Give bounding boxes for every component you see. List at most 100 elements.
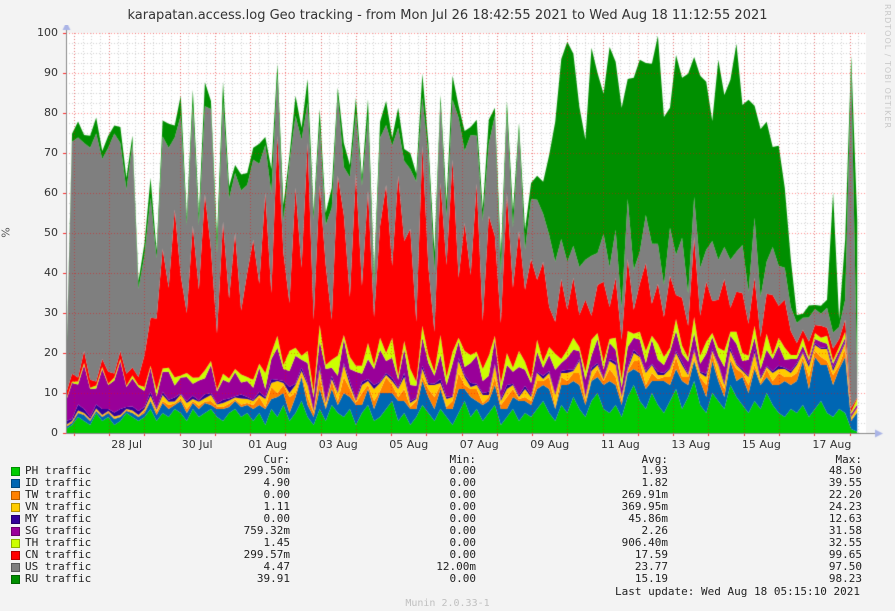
- legend-value-min: 0.00: [449, 500, 477, 513]
- legend-value-max: 39.55: [828, 476, 862, 489]
- legend-series-label: PH traffic: [25, 464, 92, 477]
- y-tick-label: 70: [44, 146, 58, 159]
- legend-value-avg: 369.95m: [621, 500, 668, 513]
- legend-series-label: SG traffic: [25, 524, 92, 537]
- legend-value-max: 48.50: [828, 464, 862, 477]
- legend-value-max: 99.65: [828, 548, 862, 561]
- legend-value-cur: 0.00: [263, 512, 291, 525]
- y-tick-label: 0: [51, 426, 58, 439]
- legend-value-min: 0.00: [449, 476, 477, 489]
- legend-value-cur: 4.90: [263, 476, 291, 489]
- series-color-swatch: [11, 551, 20, 560]
- legend-value-max: 97.50: [828, 560, 862, 573]
- legend-value-cur: 4.47: [263, 560, 291, 573]
- x-tick-label: 09 Aug: [530, 438, 570, 451]
- legend-value-min: 0.00: [449, 512, 477, 525]
- legend-value-avg: 906.40m: [621, 536, 668, 549]
- y-tick-label: 40: [44, 266, 58, 279]
- series-color-swatch: [11, 491, 20, 500]
- legend-column-header: Avg:: [641, 453, 669, 466]
- x-tick-label: 15 Aug: [741, 438, 781, 451]
- x-tick-label: 07 Aug: [459, 438, 499, 451]
- series-color-swatch: [11, 503, 20, 512]
- legend-series-label: ID traffic: [25, 476, 92, 489]
- legend-value-cur: 299.50m: [243, 464, 290, 477]
- x-tick-label: 11 Aug: [600, 438, 640, 451]
- legend-value-avg: 17.59: [634, 548, 668, 561]
- x-tick-label: 13 Aug: [671, 438, 711, 451]
- x-tick-label: 30 Jul: [181, 438, 213, 451]
- legend-column-header: Max:: [835, 453, 863, 466]
- legend-series-label: TH traffic: [25, 536, 92, 549]
- legend-series-label: MY traffic: [25, 512, 92, 525]
- legend-value-min: 0.00: [449, 488, 477, 501]
- y-tick-label: 30: [44, 306, 58, 319]
- series-color-swatch: [11, 575, 20, 584]
- legend-row: MY traffic 0.00 0.00 45.86m 12.63: [0, 513, 895, 525]
- legend-series-label: US traffic: [25, 560, 92, 573]
- y-tick-label: 10: [44, 386, 58, 399]
- legend-column-header: Cur:: [263, 453, 291, 466]
- legend-value-avg: 45.86m: [628, 512, 668, 525]
- series-color-swatch: [11, 479, 20, 488]
- munin-version: Munin 2.0.33-1: [405, 598, 490, 609]
- legend-series-label: VN traffic: [25, 500, 92, 513]
- x-tick-label: 03 Aug: [318, 438, 358, 451]
- legend-series-label: TW traffic: [25, 488, 92, 501]
- series-color-swatch: [11, 539, 20, 548]
- series-color-swatch: [11, 563, 20, 572]
- legend-row: SG traffic 759.32m 0.00 2.26 31.58: [0, 525, 895, 537]
- y-tick-label: 90: [44, 66, 58, 79]
- legend-value-cur: 299.57m: [243, 548, 290, 561]
- legend-value-cur: 1.11: [263, 500, 291, 513]
- legend-row: RU traffic 39.91 0.00 15.19 98.23: [0, 573, 895, 585]
- legend-row: TW traffic 0.00 0.00 269.91m 22.20: [0, 489, 895, 501]
- y-tick-label: 60: [44, 186, 58, 199]
- legend-value-avg: 1.93: [641, 464, 669, 477]
- y-axis-label: %: [0, 227, 13, 238]
- legend-series-label: CN traffic: [25, 548, 92, 561]
- legend-value-cur: 0.00: [263, 488, 291, 501]
- legend-value-avg: 269.91m: [621, 488, 668, 501]
- y-tick-label: 50: [44, 226, 58, 239]
- legend-value-max: 24.23: [828, 500, 862, 513]
- x-tick-label: 01 Aug: [248, 438, 288, 451]
- legend-row: ID traffic 4.90 0.00 1.82 39.55: [0, 477, 895, 489]
- legend-value-min: 12.00m: [436, 560, 476, 573]
- y-tick-label: 20: [44, 346, 58, 359]
- x-tick-label: 28 Jul: [111, 438, 143, 451]
- series-color-swatch: [11, 467, 20, 476]
- legend-value-min: 0.00: [449, 464, 477, 477]
- last-update: Last update: Wed Aug 18 05:15:10 2021: [614, 585, 860, 598]
- legend-row: CN traffic 299.57m 0.00 17.59 99.65: [0, 549, 895, 561]
- legend-value-cur: 1.45: [263, 536, 291, 549]
- legend-row: PH traffic 299.50m 0.00 1.93 48.50: [0, 465, 895, 477]
- legend-value-max: 31.58: [828, 524, 862, 537]
- legend-value-avg: 1.82: [641, 476, 669, 489]
- legend-value-min: 0.00: [449, 548, 477, 561]
- legend-header-row: Cur: Min: Avg: Max:: [0, 454, 895, 466]
- legend-value-avg: 23.77: [634, 560, 668, 573]
- legend-row: VN traffic 1.11 0.00 369.95m 24.23: [0, 501, 895, 513]
- legend-value-avg: 15.19: [634, 572, 668, 585]
- legend-row: US traffic 4.47 12.00m 23.77 97.50: [0, 561, 895, 573]
- y-tick-label: 80: [44, 106, 58, 119]
- x-tick-label: 17 Aug: [812, 438, 852, 451]
- legend-value-min: 0.00: [449, 524, 477, 537]
- legend-value-min: 0.00: [449, 536, 477, 549]
- series-color-swatch: [11, 527, 20, 536]
- legend-value-cur: 759.32m: [243, 524, 290, 537]
- legend-value-max: 12.63: [828, 512, 862, 525]
- legend-column-header: Min:: [449, 453, 477, 466]
- legend-value-cur: 39.91: [256, 572, 290, 585]
- legend-series-label: RU traffic: [25, 572, 92, 585]
- chart-canvas: [58, 25, 884, 441]
- x-tick-label: 05 Aug: [389, 438, 429, 451]
- legend-row: TH traffic 1.45 0.00 906.40m 32.55: [0, 537, 895, 549]
- series-color-swatch: [11, 515, 20, 524]
- rrdtool-watermark: RRDTOOL / TOBI OETIKER: [883, 4, 892, 130]
- legend-value-max: 32.55: [828, 536, 862, 549]
- graph-title: karapatan.access.log Geo tracking - from…: [127, 8, 768, 23]
- legend-value-min: 0.00: [449, 572, 477, 585]
